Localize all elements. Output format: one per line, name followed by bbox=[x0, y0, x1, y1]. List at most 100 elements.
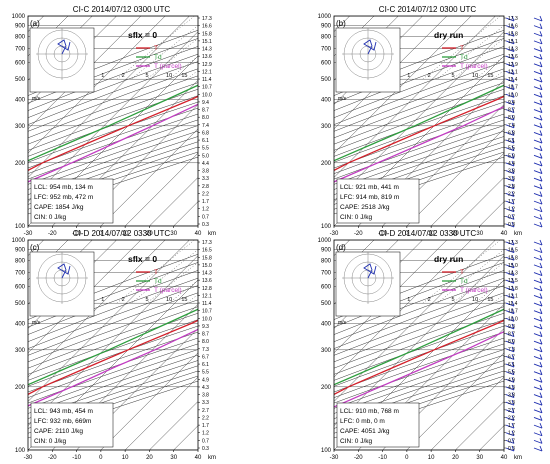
km-tick-label: 5.0 bbox=[202, 153, 209, 159]
wind-barb-flag bbox=[511, 46, 515, 52]
km-tick-label: 15.1 bbox=[202, 39, 212, 45]
mixing-ratio-label: 5 bbox=[451, 297, 454, 303]
temp-tick-label: -30 bbox=[330, 455, 339, 461]
temp-tick-label: 0 bbox=[405, 455, 409, 461]
km-tick-label: 4.9 bbox=[508, 377, 515, 383]
pressure-tick-label: 500 bbox=[15, 301, 26, 307]
wind-barb-flag bbox=[539, 168, 543, 174]
dry-adiabat bbox=[334, 82, 504, 145]
dry-adiabat bbox=[28, 343, 198, 404]
wind-barb-flag bbox=[511, 361, 515, 368]
wind-barb bbox=[533, 70, 543, 75]
km-tick-label: 5.5 bbox=[508, 146, 515, 152]
wind-barb-flag bbox=[539, 53, 543, 60]
km-tick-label: 11.4 bbox=[202, 301, 212, 307]
dry-adiabat bbox=[334, 253, 504, 320]
wind-barb bbox=[505, 317, 515, 322]
dry-adiabat bbox=[28, 113, 198, 174]
temp-tick-label: 10 bbox=[428, 455, 435, 461]
plot-frame bbox=[333, 15, 505, 227]
temp-tick-label: -20 bbox=[48, 455, 57, 461]
km-tick-label: 2.8 bbox=[508, 184, 515, 190]
stats-line: LCL: 954 mb, 134 m bbox=[34, 184, 93, 191]
wind-barb bbox=[533, 208, 543, 213]
km-tick-label: 12.9 bbox=[202, 62, 212, 68]
wind-barb bbox=[533, 432, 543, 437]
km-tick-label: 7.3 bbox=[508, 347, 515, 353]
wind-barb bbox=[533, 40, 543, 45]
dry-adiabat bbox=[334, 95, 504, 157]
km-tick-label: 8.0 bbox=[508, 115, 515, 121]
legend-label-tp: T (parcel) bbox=[154, 287, 182, 294]
km-tick-label: 2.2 bbox=[508, 191, 515, 197]
dry-adiabat bbox=[28, 277, 198, 342]
km-tick-label: 5.5 bbox=[202, 146, 209, 152]
wind-barb bbox=[533, 394, 543, 399]
dry-adiabat bbox=[334, 319, 504, 381]
pressure-tick-label: 600 bbox=[15, 285, 26, 291]
hodograph-units: m/s bbox=[338, 320, 347, 326]
dry-adiabat bbox=[28, 325, 198, 387]
pressure-tick-label: 100 bbox=[321, 448, 332, 454]
panel-title: CI-D 2014/07/12 0330 UTC bbox=[73, 229, 171, 238]
km-tick-label: 8.0 bbox=[202, 339, 209, 345]
wind-barb-flag bbox=[539, 176, 543, 182]
wind-barb-flag bbox=[511, 339, 515, 345]
stats-frame bbox=[336, 402, 420, 448]
mixing-ratio-label: 15 bbox=[487, 73, 493, 79]
wind-barb-flag bbox=[511, 160, 515, 167]
wind-barb bbox=[505, 424, 515, 429]
mixing-ratio-line bbox=[540, 16, 550, 79]
wind-barb bbox=[533, 401, 543, 406]
wind-barb-flag bbox=[511, 183, 515, 190]
dry-adiabat bbox=[334, 130, 504, 190]
dry-adiabat bbox=[334, 331, 504, 393]
stats-box: LCL: 910 mb, 768 m LFC: 0 mb, 0 m CAPE: 40… bbox=[336, 402, 420, 448]
legend-label-t: T bbox=[460, 269, 464, 276]
dry-adiabat bbox=[334, 277, 504, 342]
isotherm-line bbox=[124, 376, 198, 450]
dry-adiabat bbox=[28, 136, 198, 195]
wind-barb bbox=[533, 101, 543, 106]
mixing-ratio-line bbox=[146, 38, 198, 80]
km-tick-label: 6.7 bbox=[508, 354, 515, 360]
wind-barb bbox=[505, 447, 515, 452]
mixing-ratio-line bbox=[452, 38, 504, 80]
wind-barb-flag bbox=[539, 438, 543, 444]
dry-adiabat bbox=[334, 141, 504, 200]
km-tick-label: 13.6 bbox=[202, 278, 212, 284]
km-tick-label: 12.1 bbox=[202, 69, 212, 75]
km-tick-label: 7.4 bbox=[202, 123, 209, 129]
km-tick-label: 1.7 bbox=[508, 423, 515, 429]
km-tick-label: 0.7 bbox=[508, 438, 515, 444]
wind-barb-flag bbox=[539, 354, 543, 360]
km-tick-label: 8.7 bbox=[508, 332, 515, 338]
km-tick-label: 7.3 bbox=[202, 347, 209, 353]
dry-adiabat bbox=[28, 354, 198, 414]
dry-adiabat bbox=[28, 125, 198, 185]
isotherm-line bbox=[430, 152, 504, 226]
wind-barb bbox=[505, 17, 515, 22]
km-tick-label: 15.8 bbox=[202, 31, 212, 37]
wind-barb bbox=[505, 409, 515, 414]
dry-adiabat bbox=[28, 337, 198, 398]
wind-barb bbox=[533, 132, 543, 136]
wind-barb-flag bbox=[511, 122, 515, 128]
km-tick-label: 15.0 bbox=[508, 263, 518, 269]
wind-barb bbox=[505, 386, 515, 391]
temp-tick-label: -10 bbox=[378, 455, 387, 461]
wind-barb bbox=[533, 154, 543, 159]
dry-adiabat bbox=[28, 285, 198, 349]
pressure-tick-label: 600 bbox=[321, 61, 332, 67]
mixing-ratio-line bbox=[437, 249, 504, 304]
wind-barb bbox=[533, 124, 543, 129]
wind-barb-flag bbox=[511, 84, 515, 90]
isotherm-line bbox=[149, 401, 198, 450]
wind-barb bbox=[533, 200, 543, 205]
wind-barb bbox=[505, 325, 515, 330]
wind-barb-flag bbox=[511, 354, 515, 360]
wind-barb bbox=[505, 154, 515, 159]
km-tick-label: 14.3 bbox=[202, 47, 212, 53]
km-axis-label: km bbox=[514, 231, 522, 237]
isotherm-line bbox=[100, 352, 198, 450]
